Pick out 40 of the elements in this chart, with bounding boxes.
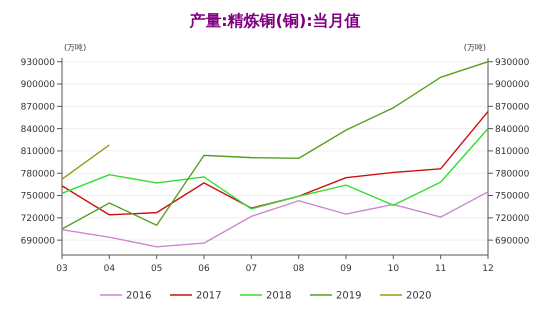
x-tick-label: 09 [340, 264, 352, 274]
y-tick-label: 690000 [20, 236, 56, 246]
line-series [61, 128, 489, 210]
line-series [61, 61, 489, 230]
x-tick-label: 07 [246, 264, 258, 274]
y-tick-label: 930000 [20, 58, 56, 68]
y2-tick-label: 810000 [495, 147, 530, 158]
y-tick-label: 900000 [20, 80, 56, 90]
legend-label: 2016 [126, 290, 152, 302]
y-tick-label: 810000 [20, 147, 56, 158]
y-tick-label: 840000 [20, 124, 56, 135]
legend-label: 2019 [336, 290, 362, 302]
y2-tick-label: 840000 [495, 124, 530, 135]
line-series [61, 191, 489, 248]
y2-tick-label: 690000 [495, 236, 530, 246]
y2-tick-label: 780000 [495, 169, 530, 180]
y2-tick-label: 750000 [495, 192, 530, 202]
y2-tick-label: 930000 [495, 58, 530, 68]
y2-axis-title: (万吨) [464, 43, 486, 52]
x-tick-label: 12 [482, 264, 494, 274]
y-tick-label: 870000 [20, 102, 56, 112]
legend-label: 2017 [196, 290, 222, 302]
x-tick-label: 11 [434, 264, 446, 274]
x-tick-label: 03 [56, 264, 68, 274]
y-tick-label: 780000 [20, 169, 56, 180]
y2-tick-label: 900000 [495, 80, 530, 90]
x-tick-label: 08 [292, 264, 305, 274]
y-tick-label: 720000 [20, 214, 56, 224]
chart-title: 产量:精炼铜(铜):当月值 [188, 11, 361, 30]
y-tick-label: 750000 [20, 192, 56, 202]
line-series [61, 110, 489, 216]
y2-tick-label: 870000 [495, 102, 530, 112]
legend-label: 2020 [406, 290, 432, 302]
x-tick-label: 05 [150, 264, 162, 274]
y-axis-title: (万吨) [64, 43, 86, 52]
x-tick-label: 04 [104, 264, 116, 274]
x-tick-label: 06 [198, 264, 210, 274]
x-tick-label: 10 [388, 264, 400, 274]
legend-label: 2018 [266, 290, 292, 302]
y2-tick-label: 720000 [495, 214, 530, 224]
